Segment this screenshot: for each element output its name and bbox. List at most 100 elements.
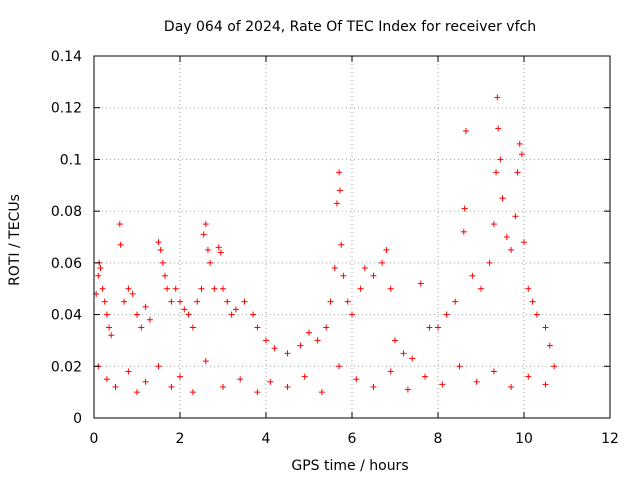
x-axis-label: GPS time / hours bbox=[291, 458, 408, 474]
data-point bbox=[499, 195, 506, 202]
y-tick-label: 0.06 bbox=[51, 256, 82, 272]
y-axis-label: ROTI / TECUs bbox=[7, 194, 23, 286]
data-point bbox=[108, 332, 115, 339]
data-point bbox=[514, 169, 521, 176]
data-point bbox=[200, 231, 207, 238]
data-point bbox=[103, 311, 110, 318]
data-point bbox=[331, 265, 338, 272]
data-point bbox=[490, 368, 497, 375]
x-tick-label: 6 bbox=[348, 431, 357, 447]
data-point bbox=[508, 383, 515, 390]
data-point bbox=[164, 285, 171, 292]
data-point bbox=[125, 368, 132, 375]
data-point bbox=[211, 285, 218, 292]
y-tick-label: 0.08 bbox=[51, 204, 82, 220]
data-point bbox=[220, 285, 226, 292]
data-point bbox=[338, 241, 345, 248]
data-point bbox=[439, 381, 446, 388]
data-point bbox=[497, 156, 504, 163]
data-point bbox=[370, 272, 377, 279]
data-point bbox=[473, 378, 480, 385]
data-point bbox=[215, 244, 222, 251]
data-point bbox=[529, 298, 536, 305]
data-point bbox=[478, 285, 484, 292]
data-point bbox=[327, 298, 334, 305]
data-point bbox=[177, 373, 183, 380]
y-tick-label: 0 bbox=[73, 411, 82, 427]
data-point bbox=[349, 311, 355, 318]
data-point bbox=[284, 383, 291, 390]
data-point bbox=[155, 239, 162, 246]
data-point bbox=[426, 324, 433, 331]
data-point bbox=[361, 265, 368, 272]
data-point bbox=[344, 298, 351, 305]
data-point bbox=[443, 311, 450, 318]
data-point bbox=[220, 383, 226, 390]
data-point bbox=[168, 298, 175, 305]
data-point bbox=[254, 324, 261, 331]
data-point bbox=[516, 140, 523, 147]
data-point bbox=[103, 376, 110, 383]
data-point bbox=[462, 127, 469, 134]
data-point bbox=[117, 241, 124, 248]
data-point bbox=[161, 272, 168, 279]
data-point bbox=[99, 285, 106, 292]
data-point bbox=[237, 376, 244, 383]
data-point bbox=[241, 298, 248, 305]
data-point bbox=[202, 358, 209, 365]
data-point bbox=[417, 280, 424, 287]
data-point bbox=[101, 298, 108, 305]
data-point bbox=[486, 259, 493, 266]
y-tick-label: 0.02 bbox=[51, 359, 82, 375]
x-tick-label: 0 bbox=[90, 431, 99, 447]
data-point bbox=[546, 342, 553, 349]
data-point bbox=[542, 381, 549, 388]
data-point bbox=[207, 259, 214, 266]
data-point bbox=[357, 285, 364, 292]
data-point bbox=[185, 311, 192, 318]
data-point bbox=[318, 389, 325, 396]
data-point bbox=[409, 355, 416, 362]
data-point bbox=[452, 298, 459, 305]
data-point bbox=[134, 389, 140, 396]
tick-labels: 0 2 4 6 8 10 12 0 0.02 0.04 0.06 0.08 0.1 0.12 0.14 bbox=[51, 49, 619, 447]
data-point bbox=[116, 221, 123, 228]
data-point bbox=[525, 285, 532, 292]
data-point bbox=[387, 368, 394, 375]
data-point bbox=[336, 363, 343, 370]
data-point bbox=[301, 373, 308, 380]
data-point bbox=[284, 350, 291, 357]
data-point bbox=[232, 306, 239, 313]
data-point bbox=[189, 389, 196, 396]
data-point bbox=[228, 311, 235, 318]
y-tick-label: 0.14 bbox=[51, 49, 82, 65]
data-point bbox=[177, 298, 183, 305]
chart-title: Day 064 of 2024, Rate Of TEC Index for r… bbox=[164, 19, 536, 35]
data-point bbox=[155, 363, 162, 370]
data-point bbox=[181, 306, 188, 313]
data-point bbox=[392, 337, 398, 344]
data-point bbox=[204, 246, 211, 253]
data-point bbox=[521, 239, 527, 246]
data-point bbox=[551, 363, 558, 370]
data-point bbox=[387, 285, 394, 292]
data-point bbox=[400, 350, 407, 357]
data-point bbox=[456, 363, 463, 370]
data-point bbox=[202, 221, 209, 228]
data-point bbox=[142, 378, 149, 385]
data-point bbox=[250, 311, 257, 318]
data-point bbox=[461, 205, 468, 212]
data-point bbox=[333, 200, 340, 207]
data-point bbox=[129, 290, 136, 297]
data-point bbox=[508, 246, 515, 253]
y-tick-label: 0.12 bbox=[51, 101, 82, 117]
data-point bbox=[189, 324, 196, 331]
data-point bbox=[323, 324, 330, 331]
data-point bbox=[224, 298, 231, 305]
data-point bbox=[490, 221, 497, 228]
data-point bbox=[97, 265, 104, 272]
x-tick-label: 2 bbox=[176, 431, 185, 447]
data-point bbox=[314, 337, 321, 344]
y-tick-label: 0.1 bbox=[60, 152, 82, 168]
data-point bbox=[157, 246, 164, 253]
